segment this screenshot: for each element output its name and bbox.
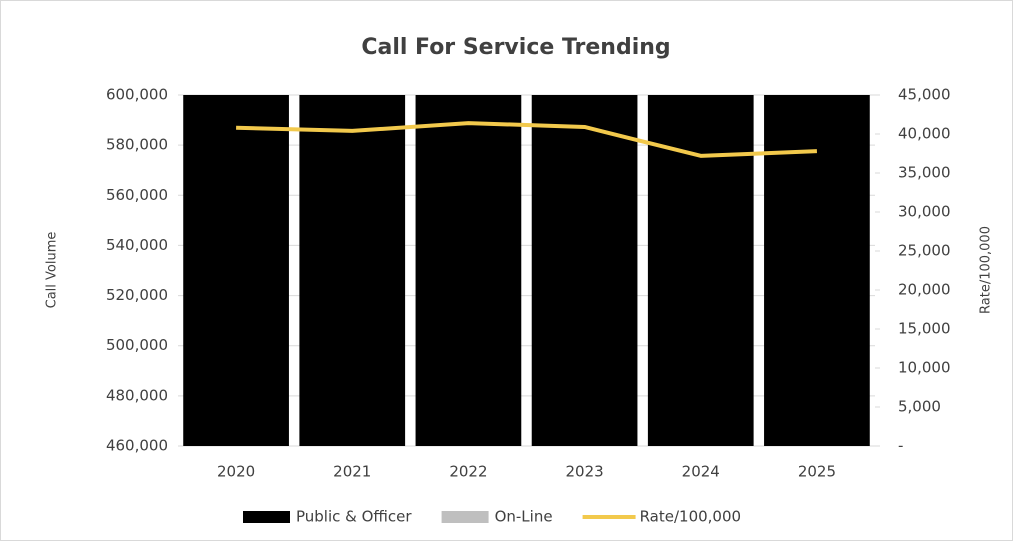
y-tick-label: 460,000 xyxy=(106,437,168,455)
y-axis-title: Call Volume xyxy=(45,232,60,309)
legend-swatch xyxy=(441,511,489,523)
legend-label: Rate/100,000 xyxy=(640,508,741,526)
legend-label: On-Line xyxy=(495,508,553,526)
x-tick-label: 2024 xyxy=(682,463,720,481)
y2-tick-label: 25,000 xyxy=(898,242,951,260)
bar xyxy=(764,95,870,446)
x-tick-label: 2022 xyxy=(449,463,487,481)
chart-title: Call For Service Trending xyxy=(361,35,670,60)
y2-tick-label: 5,000 xyxy=(898,398,941,416)
y2-tick-label: 15,000 xyxy=(898,320,951,338)
y-tick-label: 500,000 xyxy=(106,336,168,354)
y-tick-label: 520,000 xyxy=(106,286,168,304)
y-tick-label: 600,000 xyxy=(106,86,168,104)
x-tick-label: 2020 xyxy=(217,463,255,481)
bar xyxy=(299,95,406,446)
y-tick-label: 580,000 xyxy=(106,136,168,154)
y-tick-label: 560,000 xyxy=(106,186,168,204)
x-tick-label: 2021 xyxy=(333,463,371,481)
y2-tick-label: 10,000 xyxy=(898,359,951,377)
y2-tick-label: - xyxy=(898,437,903,455)
line xyxy=(236,121,817,158)
bar xyxy=(183,95,289,446)
y2-tick-label: 35,000 xyxy=(898,164,951,182)
y-tick-label: 480,000 xyxy=(106,386,168,404)
y2-tick-label: 30,000 xyxy=(898,203,951,221)
y2-axis-title: Rate/100,000 xyxy=(979,226,994,314)
bar xyxy=(531,95,638,446)
y2-tick-label: 45,000 xyxy=(898,86,951,104)
y-tick-label: 540,000 xyxy=(106,236,168,254)
y2-tick-label: 20,000 xyxy=(898,281,951,299)
x-tick-label: 2025 xyxy=(798,463,836,481)
bar xyxy=(415,95,522,446)
legend-swatch xyxy=(243,511,290,523)
y2-tick-label: 40,000 xyxy=(898,125,951,143)
x-tick-label: 2023 xyxy=(565,463,603,481)
legend-label: Public & Officer xyxy=(296,508,412,526)
